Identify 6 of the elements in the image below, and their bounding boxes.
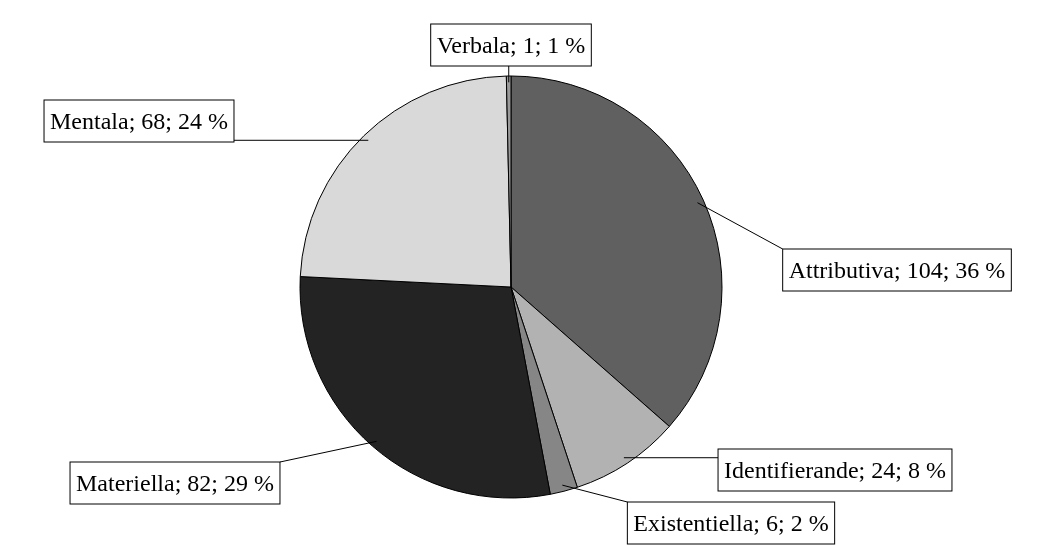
slice-label: Mentala; 68; 24 % [50,108,228,134]
slice-label: Existentiella; 6; 2 % [633,510,829,536]
slice-label: Identifierande; 24; 8 % [724,457,946,483]
slice-label: Verbala; 1; 1 % [436,32,586,58]
slice-label: Materiella; 82; 29 % [76,470,274,496]
slice-label: Attributiva; 104; 36 % [788,257,1006,283]
